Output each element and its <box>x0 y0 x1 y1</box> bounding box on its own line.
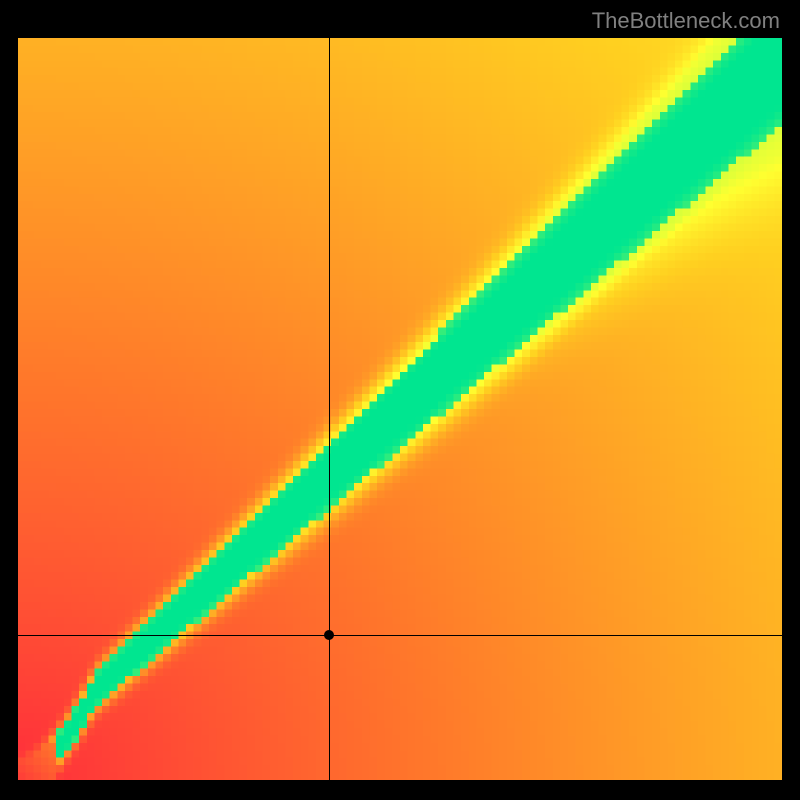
crosshair-horizontal <box>18 635 782 636</box>
heatmap-canvas <box>18 38 782 780</box>
watermark-text: TheBottleneck.com <box>592 8 780 34</box>
plot-area <box>18 38 782 780</box>
crosshair-vertical <box>329 38 330 780</box>
chart-container: TheBottleneck.com <box>0 0 800 800</box>
crosshair-marker-dot <box>324 630 334 640</box>
